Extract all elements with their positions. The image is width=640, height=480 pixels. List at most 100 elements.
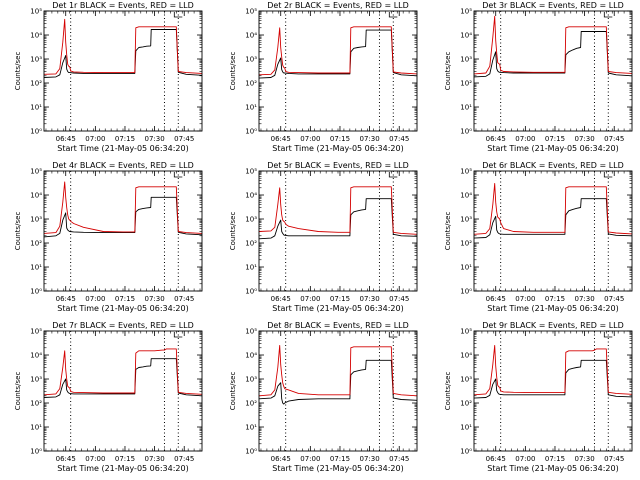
plot-frame	[258, 10, 418, 132]
interval-bracket	[173, 172, 183, 178]
plot-frame	[473, 330, 633, 452]
events-series-line	[258, 198, 418, 240]
x-tick-label: 06:45	[271, 455, 291, 463]
y-tick-label: 10²	[460, 80, 472, 88]
x-tick-label: 07:00	[515, 295, 535, 303]
y-tick-label: 10⁵	[245, 8, 257, 16]
x-tick-label: 07:15	[545, 455, 565, 463]
panel-title: Det 4r BLACK = Events, RED = LLD	[52, 161, 194, 170]
y-tick-label: 10²	[245, 240, 257, 248]
y-tick-label: 10³	[245, 56, 257, 64]
panel-title: Det 3r BLACK = Events, RED = LLD	[482, 1, 624, 10]
y-tick-label: 10⁴	[30, 352, 42, 360]
interval-bracket	[388, 172, 398, 178]
plot-frame	[43, 10, 203, 132]
x-axis-label: Start Time (21-May-05 06:34:20)	[57, 464, 188, 473]
y-tick-label: 10⁰	[30, 288, 42, 296]
events-series-line	[258, 359, 418, 405]
detector-panel: Det 2r BLACK = Events, RED = LLD Counts/s…	[229, 1, 418, 153]
x-tick-label: 07:15	[115, 455, 135, 463]
y-tick-label: 10⁰	[245, 288, 257, 296]
y-tick-label: 10⁴	[245, 352, 257, 360]
y-tick-label: 10⁵	[30, 168, 42, 176]
y-tick-label: 10⁴	[30, 192, 42, 200]
x-axis-label: Start Time (21-May-05 06:34:20)	[487, 464, 618, 473]
y-tick-label: 10⁴	[30, 32, 42, 40]
plot-frame	[43, 330, 203, 452]
y-tick-label: 10²	[30, 240, 42, 248]
lld-series-line	[473, 344, 633, 396]
y-axis-label: Counts/sec	[229, 52, 237, 91]
events-series-line	[43, 29, 203, 78]
interval-bracket	[388, 332, 398, 338]
x-tick-label: 07:15	[545, 295, 565, 303]
y-tick-label: 10³	[30, 216, 42, 224]
x-tick-label: 07:45	[389, 135, 409, 143]
y-tick-label: 10¹	[245, 104, 257, 112]
y-tick-label: 10⁰	[460, 128, 472, 136]
y-tick-label: 10¹	[245, 264, 257, 272]
detector-panel: Det 7r BLACK = Events, RED = LLD Counts/s…	[14, 321, 203, 473]
y-tick-label: 10²	[460, 400, 472, 408]
y-tick-label: 10⁵	[460, 168, 472, 176]
y-tick-label: 10⁰	[460, 448, 472, 456]
x-axis-label: Start Time (21-May-05 06:34:20)	[57, 144, 188, 153]
x-tick-label: 07:45	[174, 135, 194, 143]
y-tick-label: 10³	[245, 376, 257, 384]
x-axis-label: Start Time (21-May-05 06:34:20)	[272, 304, 403, 313]
plot-frame	[43, 170, 203, 292]
lld-series-line	[43, 348, 203, 396]
x-tick-label: 06:45	[56, 455, 76, 463]
y-tick-label: 10⁴	[245, 32, 257, 40]
x-tick-label: 07:00	[85, 135, 105, 143]
y-tick-label: 10⁵	[245, 328, 257, 336]
x-tick-label: 07:30	[575, 295, 595, 303]
events-series-line	[43, 358, 203, 398]
x-tick-label: 07:30	[575, 135, 595, 143]
y-tick-label: 10³	[30, 56, 42, 64]
plot-frame	[258, 330, 418, 452]
interval-bracket	[173, 332, 183, 338]
x-tick-label: 06:45	[271, 135, 291, 143]
y-tick-label: 10⁵	[460, 8, 472, 16]
y-tick-label: 10³	[30, 376, 42, 384]
x-tick-label: 07:00	[85, 295, 105, 303]
x-tick-label: 07:45	[174, 455, 194, 463]
x-tick-label: 07:45	[604, 455, 624, 463]
y-tick-label: 10⁴	[460, 352, 472, 360]
x-tick-label: 07:00	[300, 135, 320, 143]
x-tick-label: 07:00	[300, 455, 320, 463]
y-tick-label: 10¹	[245, 424, 257, 432]
x-tick-label: 06:45	[486, 295, 506, 303]
panel-title: Det 2r BLACK = Events, RED = LLD	[267, 1, 409, 10]
lld-series-line	[43, 18, 203, 75]
x-tick-label: 06:45	[56, 295, 76, 303]
y-tick-label: 10²	[460, 240, 472, 248]
y-axis-label: Counts/sec	[229, 212, 237, 251]
x-tick-label: 07:30	[575, 455, 595, 463]
x-tick-label: 07:00	[515, 135, 535, 143]
y-axis-label: Counts/sec	[444, 52, 452, 91]
plot-frame	[473, 170, 633, 292]
panel-title: Det 8r BLACK = Events, RED = LLD	[267, 321, 409, 330]
y-tick-label: 10⁵	[30, 8, 42, 16]
x-tick-label: 07:15	[115, 135, 135, 143]
panel-title: Det 6r BLACK = Events, RED = LLD	[482, 161, 624, 170]
panel-title: Det 7r BLACK = Events, RED = LLD	[52, 321, 194, 330]
y-tick-label: 10⁴	[460, 32, 472, 40]
y-tick-label: 10¹	[460, 424, 472, 432]
detector-panel: Det 1r BLACK = Events, RED = LLD Counts/s…	[14, 1, 203, 153]
y-tick-label: 10³	[460, 216, 472, 224]
events-series-line	[473, 359, 633, 399]
y-tick-label: 10²	[30, 400, 42, 408]
x-tick-label: 07:15	[330, 135, 350, 143]
y-tick-label: 10¹	[30, 264, 42, 272]
interval-bracket	[603, 332, 613, 338]
x-tick-label: 07:00	[300, 295, 320, 303]
detector-panel: Det 8r BLACK = Events, RED = LLD Counts/s…	[229, 321, 418, 473]
y-axis-label: Counts/sec	[14, 52, 22, 91]
events-series-line	[258, 29, 418, 79]
x-tick-label: 07:45	[389, 455, 409, 463]
